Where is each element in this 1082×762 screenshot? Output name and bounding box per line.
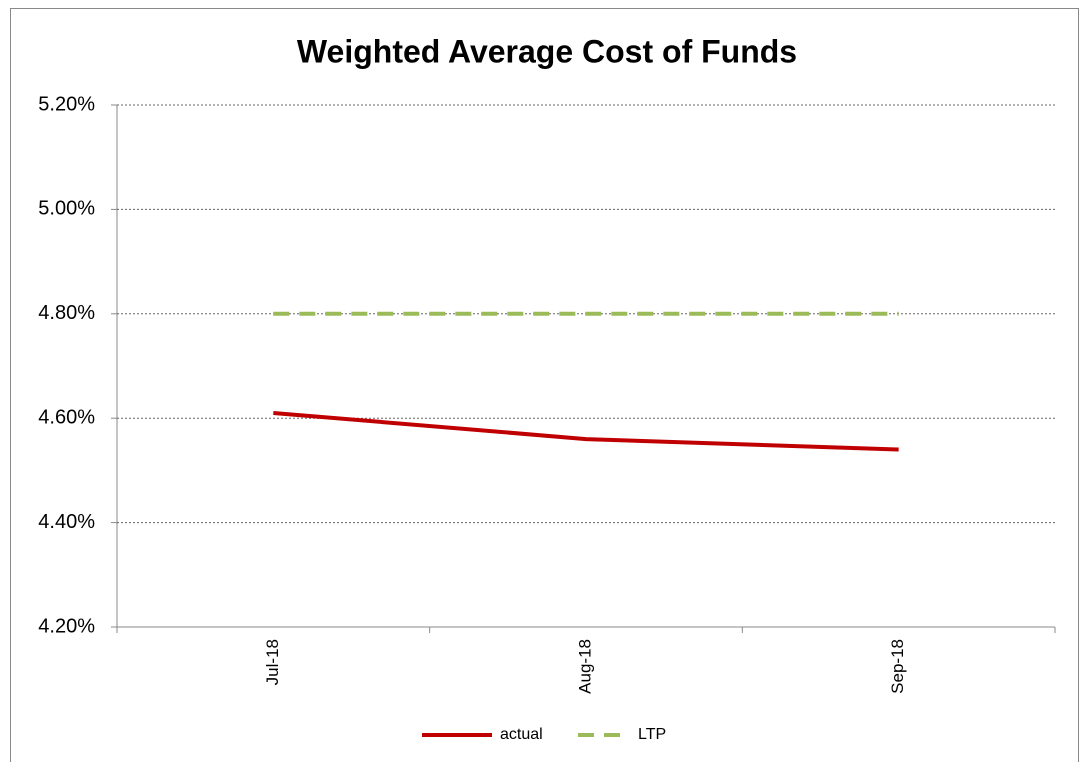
chart-title: Weighted Average Cost of Funds xyxy=(297,33,797,69)
y-tick-label: 4.60% xyxy=(38,406,95,428)
y-tick-label: 4.80% xyxy=(38,302,95,324)
y-tick-label: 4.40% xyxy=(38,511,95,533)
chart-border xyxy=(10,8,1079,762)
y-tick-label: 4.20% xyxy=(38,615,95,637)
x-tick-label: Sep-18 xyxy=(888,639,907,694)
y-tick-label: 5.00% xyxy=(38,198,95,220)
y-tick-label: 5.20% xyxy=(38,93,95,115)
x-tick-label: Jul-18 xyxy=(263,639,282,685)
legend-label: LTP xyxy=(638,726,666,743)
series-line xyxy=(273,410,899,452)
legend-label: actual xyxy=(500,726,543,743)
x-tick-label: Aug-18 xyxy=(575,639,594,694)
